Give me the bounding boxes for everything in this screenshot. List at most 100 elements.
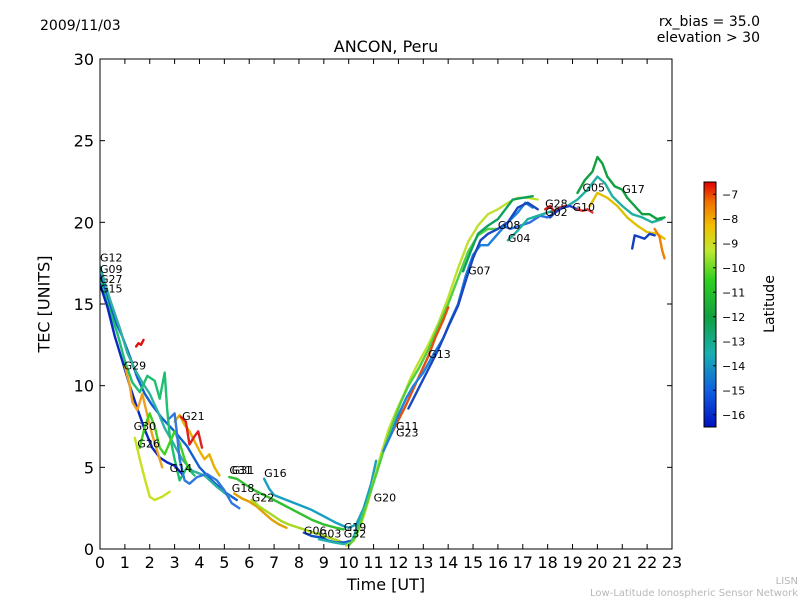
y-tick-label: 15	[74, 295, 94, 314]
x-tick-label: 4	[194, 553, 204, 572]
x-tick-label: 13	[413, 553, 433, 572]
colorbar-tick-label: −9	[722, 237, 738, 250]
x-tick-label: 18	[537, 553, 557, 572]
series-line-g09	[100, 265, 231, 498]
satellite-label-g19: G19	[344, 521, 367, 534]
series-line-g17	[631, 232, 656, 250]
colorbar-tick-label: −13	[722, 335, 745, 348]
elevation-label: elevation > 30	[656, 30, 760, 46]
satellite-label-g07: G07	[468, 265, 491, 278]
series-line-g21	[173, 413, 221, 477]
satellite-label-g02: G02	[545, 206, 568, 219]
colorbar-tick-label: −10	[722, 262, 745, 275]
series-line-g30	[133, 436, 171, 502]
x-tick-label: 22	[637, 553, 657, 572]
series-line-g22	[250, 498, 348, 546]
y-tick-label: 30	[74, 50, 94, 69]
series-line-g08	[501, 211, 557, 231]
x-tick-label: 15	[463, 553, 483, 572]
series-line-g05b	[588, 191, 666, 240]
satellite-label-g31: G31	[232, 464, 255, 477]
satellite-label-g15: G15	[100, 283, 123, 296]
satellite-label-g22: G22	[252, 492, 275, 505]
series-line-g29	[123, 364, 164, 469]
series-line-g31	[228, 475, 345, 531]
satellite-label-g17: G17	[622, 183, 645, 196]
satellite-label-g16: G16	[264, 467, 287, 480]
satellite-label-g23: G23	[396, 426, 419, 439]
x-tick-label: 14	[438, 553, 458, 572]
x-tick-label: 1	[120, 553, 130, 572]
y-tick-label: 10	[74, 377, 94, 396]
x-tick-label: 17	[513, 553, 533, 572]
series-line-g32	[347, 227, 500, 547]
rx-bias-label: rx_bias = 35.0	[658, 14, 760, 30]
satellite-label-g18: G18	[232, 482, 255, 495]
x-tick-label: 11	[363, 553, 383, 572]
lisn-long-label: Low-Latitude Ionospheric Sensor Network	[590, 588, 798, 599]
colorbar-tick-label: −7	[722, 188, 738, 201]
x-tick-label: 16	[488, 553, 508, 572]
series-line-g05	[576, 155, 666, 221]
satellite-label-g04: G04	[508, 232, 531, 245]
series-line-g10	[576, 208, 594, 214]
x-tick-label: 7	[269, 553, 279, 572]
y-tick-label: 5	[84, 458, 94, 477]
colorbar-tick-label: −11	[722, 286, 745, 299]
x-tick-label: 2	[145, 553, 155, 572]
series-line-g21b	[179, 415, 204, 449]
y-tick-label: 20	[74, 213, 94, 232]
x-tick-label: 9	[319, 553, 329, 572]
satellite-label-g31: G31	[229, 464, 252, 477]
x-tick-label: 3	[170, 553, 180, 572]
colorbar-tick-label: −12	[722, 311, 745, 324]
x-tick-label: 8	[294, 553, 304, 572]
colorbar-tick-label: −16	[722, 409, 745, 422]
series-line-g11	[389, 306, 450, 436]
lisn-short-label: LISN	[775, 576, 798, 587]
plot-frame	[99, 58, 673, 550]
satellite-label-g10: G10	[573, 201, 596, 214]
x-tick-label: 5	[219, 553, 229, 572]
series-line-g26	[138, 412, 191, 472]
colorbar-tick-label: −15	[722, 384, 745, 397]
chart-title: ANCON, Peru	[333, 37, 439, 56]
series-line-g29b	[134, 338, 145, 348]
series-line-g17b	[653, 227, 666, 260]
satellite-label-g13: G13	[428, 348, 451, 361]
x-tick-label: 19	[562, 553, 582, 572]
x-tick-label: 12	[388, 553, 408, 572]
series-line-g07	[461, 195, 534, 273]
x-tick-label: 21	[612, 553, 632, 572]
colorbar-tick-label: −8	[722, 213, 738, 226]
satellite-label-g06: G06	[304, 524, 327, 537]
x-tick-label: 6	[244, 553, 254, 572]
series-line-g15	[100, 283, 184, 476]
y-tick-label: 25	[74, 132, 94, 151]
colorbar-tick-label: −14	[722, 360, 745, 373]
satellite-label-g05: G05	[582, 181, 605, 194]
x-axis-label: Time [UT]	[346, 575, 426, 594]
series-line-g12	[100, 273, 238, 502]
satellite-label-g27: G27	[100, 273, 123, 286]
date-label: 2009/11/03	[40, 18, 121, 34]
series-line-g18	[233, 492, 288, 529]
satellite-label-g32: G32	[344, 528, 367, 541]
x-tick-label: 0	[95, 553, 105, 572]
satellite-label-g11: G11	[396, 420, 419, 433]
series-line-g13	[407, 201, 539, 410]
series-line-g14	[168, 412, 241, 510]
satellite-label-g08: G08	[498, 219, 521, 232]
y-tick-label: 0	[84, 540, 94, 559]
x-tick-label: 20	[587, 553, 607, 572]
satellite-label-g28: G28	[545, 198, 568, 211]
satellite-label-g26: G26	[137, 438, 160, 451]
satellite-label-g09: G09	[100, 263, 123, 276]
series-line-g04	[506, 175, 664, 242]
satellite-label-g20: G20	[374, 492, 397, 505]
series-line-g02	[548, 204, 579, 219]
satellite-label-g14: G14	[170, 462, 193, 475]
satellite-label-g30: G30	[134, 420, 157, 433]
series-line-g03	[317, 507, 365, 546]
satellite-label-g03: G03	[319, 528, 342, 541]
